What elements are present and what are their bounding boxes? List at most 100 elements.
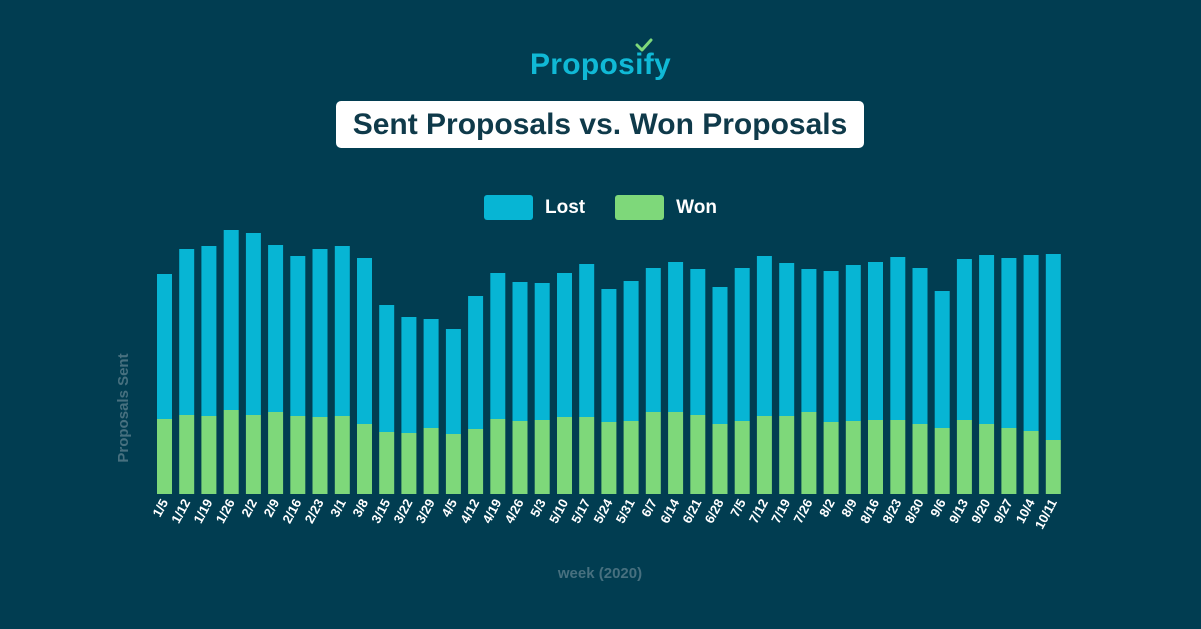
- bar-won-8-30: [912, 424, 928, 494]
- bar-won-6-21: [690, 415, 706, 494]
- bar-won-2-16: [290, 416, 306, 494]
- x-tick-label: 8/16: [857, 496, 882, 525]
- bar-won-5-10: [557, 417, 572, 494]
- bar-lost-5-10: [557, 273, 572, 417]
- bar-lost-2-23: [312, 249, 328, 417]
- bar-lost-4-5: [445, 329, 461, 434]
- bar-lost-7-26: [801, 269, 817, 412]
- bar-lost-5-17: [579, 264, 595, 417]
- checkmark-icon: [635, 38, 653, 52]
- bar-won-8-23: [890, 420, 906, 494]
- x-tick-label: 4/12: [457, 496, 482, 525]
- bar-lost-4-12: [468, 296, 484, 429]
- bar-lost-7-12: [756, 256, 772, 416]
- bar-won-3-1: [334, 416, 350, 494]
- legend-swatch-lost: [484, 195, 534, 220]
- bar-lost-4-26: [512, 282, 528, 421]
- bar-lost-6-28: [712, 287, 728, 424]
- bar-won-9-27: [1001, 428, 1017, 494]
- bar-lost-10-11: [1045, 254, 1061, 440]
- x-tick-label: 2/9: [261, 496, 283, 519]
- x-tick-label: 2/2: [238, 496, 260, 519]
- bar-won-1-19: [201, 416, 217, 494]
- bar-won-3-22: [401, 433, 417, 494]
- x-tick-label: 4/5: [438, 496, 460, 519]
- x-tick-label: 1/5: [149, 496, 171, 519]
- bar-lost-7-19: [779, 263, 795, 416]
- x-tick-label: 7/26: [790, 496, 815, 525]
- x-tick-label: 5/24: [590, 496, 615, 526]
- legend-swatch-won: [615, 195, 665, 220]
- chart-title-box: Sent Proposals vs. Won Proposals: [336, 101, 864, 148]
- bar-lost-8-9: [845, 265, 861, 421]
- brand-name: Proposify: [529, 48, 672, 81]
- bar-lost-9-20: [979, 255, 995, 424]
- brand-logo: Proposify: [0, 38, 1201, 82]
- x-tick-label: 6/14: [657, 496, 682, 526]
- x-tick-label: 4/19: [479, 496, 504, 525]
- bar-won-7-5: [734, 421, 750, 494]
- bar-lost-1-5: [157, 274, 172, 419]
- chart-title: Sent Proposals vs. Won Proposals: [352, 107, 848, 141]
- bar-won-9-13: [956, 420, 972, 494]
- bar-won-8-16: [868, 420, 883, 494]
- bar-won-6-28: [712, 424, 728, 494]
- chart-legend: Lost Won: [0, 195, 1201, 220]
- bar-won-5-3: [534, 420, 550, 494]
- bar-lost-6-7: [645, 268, 661, 412]
- bar-lost-5-24: [601, 289, 617, 422]
- x-tick-label: 5/3: [527, 496, 549, 519]
- x-tick-label: 1/26: [213, 496, 238, 525]
- bar-lost-8-30: [912, 268, 928, 424]
- bar-won-10-11: [1045, 440, 1061, 494]
- bar-lost-1-26: [223, 230, 239, 410]
- bar-lost-8-2: [823, 271, 839, 422]
- bar-lost-3-22: [401, 317, 417, 433]
- x-tick-label: 5/10: [546, 496, 571, 525]
- x-tick-label: 9/27: [990, 496, 1015, 525]
- bar-lost-7-5: [734, 268, 750, 421]
- bar-won-2-23: [312, 417, 328, 494]
- bar-won-5-31: [623, 421, 639, 494]
- bar-won-7-19: [779, 416, 795, 494]
- x-axis-label: week (2020): [557, 565, 642, 582]
- bar-lost-5-3: [534, 283, 550, 420]
- bar-lost-1-19: [201, 246, 217, 416]
- x-tick-label: 8/30: [902, 496, 927, 525]
- bar-lost-4-19: [490, 273, 506, 419]
- bar-won-4-19: [490, 419, 506, 494]
- x-tick-label: 3/1: [327, 496, 349, 519]
- x-tick-label: 1/12: [168, 496, 193, 525]
- bar-won-7-26: [801, 412, 817, 494]
- x-tick-label: 6/7: [638, 496, 660, 519]
- x-tick-label: 6/28: [702, 496, 727, 525]
- x-tick-label: 3/15: [368, 496, 393, 525]
- bar-lost-9-27: [1001, 258, 1017, 428]
- bar-lost-1-12: [179, 249, 195, 415]
- bar-lost-3-15: [379, 305, 395, 432]
- bar-won-3-29: [423, 428, 439, 494]
- x-tick-label: 9/20: [968, 496, 993, 525]
- bar-won-4-26: [512, 421, 528, 494]
- bar-won-1-26: [223, 410, 239, 494]
- bar-won-9-6: [934, 428, 950, 494]
- bar-won-6-7: [645, 412, 661, 494]
- bar-won-8-9: [845, 421, 861, 494]
- bar-lost-8-23: [890, 257, 906, 420]
- x-tick-label: 8/2: [816, 496, 838, 519]
- x-tick-label: 9/13: [946, 496, 971, 525]
- bar-won-4-5: [445, 434, 461, 494]
- bar-lost-2-16: [290, 256, 306, 416]
- bar-lost-2-9: [268, 245, 284, 412]
- legend-label-won: Won: [676, 196, 717, 218]
- bar-lost-6-14: [668, 262, 684, 412]
- legend-item-lost: Lost: [484, 195, 585, 220]
- x-tick-label: 3/8: [349, 496, 371, 519]
- bar-won-10-4: [1023, 431, 1039, 494]
- bar-won-1-5: [157, 419, 172, 494]
- bar-lost-5-31: [623, 281, 639, 421]
- legend-label-lost: Lost: [545, 196, 586, 218]
- x-tick-label: 2/23: [302, 496, 327, 525]
- x-tick-label: 7/5: [727, 496, 749, 519]
